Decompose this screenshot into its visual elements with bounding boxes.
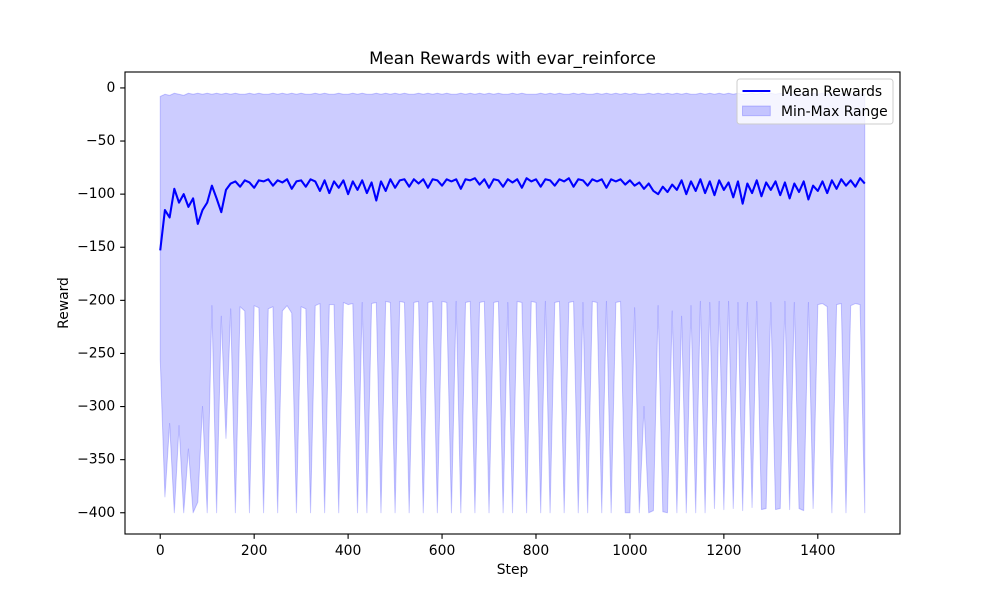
y-tick-label: −200 — [77, 292, 115, 308]
y-tick-label: −300 — [77, 399, 115, 415]
mean-rewards-line — [159, 177, 866, 251]
plot-area — [159, 92, 866, 514]
x-tick-label: 200 — [241, 543, 267, 559]
legend-mean-rewards-label: Mean Rewards — [781, 84, 882, 100]
legend-min-max-range-label: Min-Max Range — [781, 104, 888, 120]
min-max-range-band — [159, 92, 866, 514]
x-tick-label: 0 — [156, 543, 165, 559]
x-tick-label: 600 — [429, 543, 455, 559]
y-tick-label: −100 — [77, 186, 115, 202]
axes-frame — [124, 71, 901, 535]
x-tick-label: 1200 — [706, 543, 741, 559]
y-axis-label: Reward — [56, 277, 72, 329]
y-tick-label: −350 — [77, 452, 115, 468]
x-tick-label: 1000 — [612, 543, 647, 559]
legend-min-max-range-swatch — [742, 105, 771, 117]
y-tick-label: −150 — [77, 239, 115, 255]
axes-background — [125, 72, 900, 534]
x-tick-label: 400 — [335, 543, 361, 559]
legend: Mean Rewards Min-Max Range — [736, 78, 894, 125]
chart-title: Mean Rewards with evar_reinforce — [369, 49, 656, 69]
y-tick-label: −400 — [77, 505, 115, 521]
y-tick-label: −50 — [86, 133, 115, 149]
y-tick-label: −250 — [77, 345, 115, 361]
x-axis-label: Step — [497, 562, 529, 578]
x-tick-label: 1400 — [800, 543, 835, 559]
x-tick-label: 800 — [523, 543, 549, 559]
x-axis: 0 200 400 600 800 1000 1200 1400 — [156, 534, 835, 559]
legend-frame — [736, 78, 894, 125]
y-tick-label: 0 — [106, 80, 115, 96]
y-axis: 0 −50 −100 −150 −200 −250 −300 −350 −400 — [77, 80, 125, 521]
